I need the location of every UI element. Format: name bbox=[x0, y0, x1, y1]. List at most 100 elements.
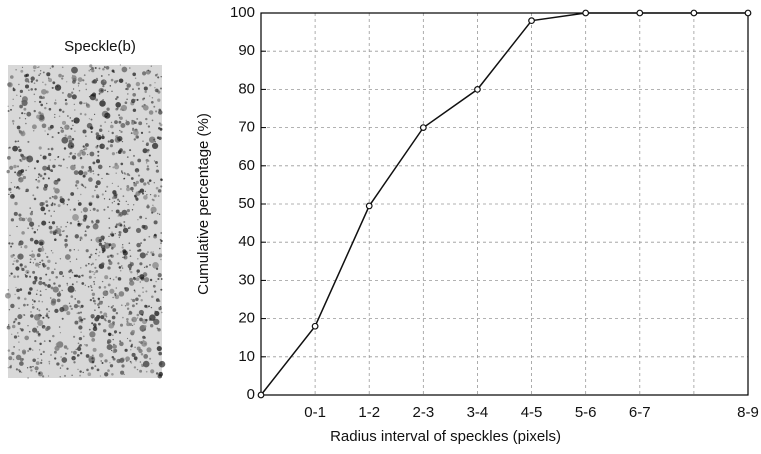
speckle-dot bbox=[17, 335, 20, 338]
speckle-dot bbox=[11, 119, 15, 123]
speckle-dot bbox=[95, 180, 101, 186]
x-tick-label: 3-4 bbox=[467, 404, 489, 421]
speckle-dot bbox=[90, 285, 92, 287]
speckle-dot bbox=[24, 78, 30, 83]
speckle-dot bbox=[30, 253, 36, 258]
speckle-dot bbox=[150, 100, 154, 104]
speckle-dot bbox=[84, 230, 87, 233]
speckle-dot bbox=[94, 365, 97, 368]
speckle-dot bbox=[94, 266, 97, 269]
speckle-dot bbox=[31, 227, 34, 230]
speckle-dot bbox=[146, 165, 149, 168]
speckle-dot bbox=[24, 265, 27, 269]
speckle-dot bbox=[143, 97, 146, 100]
speckle-dot bbox=[133, 356, 138, 361]
speckle-dot bbox=[111, 131, 114, 135]
speckle-dot bbox=[126, 209, 130, 213]
speckle-dot bbox=[94, 189, 96, 192]
speckle-dot bbox=[68, 249, 72, 252]
speckle-dot bbox=[67, 128, 69, 130]
speckle-dot bbox=[85, 135, 87, 137]
speckle-dot bbox=[28, 89, 30, 91]
speckle-dot bbox=[131, 119, 134, 122]
speckle-dot bbox=[29, 261, 32, 264]
speckle-dot bbox=[83, 214, 88, 219]
speckle-dot bbox=[98, 67, 101, 70]
speckle-dot bbox=[50, 215, 52, 217]
speckle-dot bbox=[15, 354, 22, 361]
speckle-dot bbox=[20, 328, 24, 332]
speckle-dot bbox=[147, 204, 149, 207]
speckle-dot bbox=[85, 83, 87, 86]
speckle-dot bbox=[141, 286, 144, 289]
speckle-dot bbox=[121, 172, 124, 174]
speckle-dot bbox=[115, 107, 119, 111]
speckle-dot bbox=[136, 313, 140, 317]
speckle-dot bbox=[111, 182, 114, 185]
speckle-dot bbox=[81, 282, 85, 285]
speckle-dot bbox=[33, 167, 36, 170]
speckle-dot bbox=[68, 139, 73, 144]
speckle-dot bbox=[53, 195, 58, 200]
speckle-dot bbox=[89, 298, 93, 302]
speckle-dot bbox=[139, 369, 143, 373]
speckle-dot bbox=[32, 65, 37, 70]
speckle-dot bbox=[59, 196, 63, 199]
speckle-dot bbox=[7, 289, 10, 291]
speckle-dot bbox=[112, 344, 117, 349]
speckle-dot bbox=[130, 177, 134, 180]
speckle-dot bbox=[29, 221, 35, 227]
speckle-dot bbox=[51, 136, 54, 139]
speckle-dot bbox=[18, 307, 20, 309]
speckle-dot bbox=[17, 296, 21, 300]
speckle-dot bbox=[147, 125, 151, 128]
x-tick-label: 0-1 bbox=[304, 404, 326, 421]
speckle-dot bbox=[109, 233, 112, 235]
speckle-dot bbox=[78, 325, 83, 330]
y-tick-label: 40 bbox=[238, 233, 255, 250]
speckle-dot bbox=[52, 164, 56, 168]
speckle-dot bbox=[118, 231, 121, 234]
speckle-dot bbox=[148, 136, 156, 143]
speckle-dot bbox=[7, 156, 11, 160]
speckle-dot bbox=[112, 334, 114, 336]
speckle-dot bbox=[62, 229, 65, 232]
speckle-dot bbox=[99, 124, 103, 128]
speckle-dot bbox=[90, 68, 92, 71]
speckle-dot bbox=[43, 172, 47, 176]
speckle-dot bbox=[130, 349, 132, 351]
speckle-dot bbox=[13, 186, 16, 188]
speckle-dot bbox=[111, 210, 113, 212]
speckle-dot bbox=[86, 104, 91, 108]
speckle-dot bbox=[120, 123, 126, 128]
speckle-dot bbox=[132, 298, 136, 303]
speckle-dot bbox=[81, 238, 83, 240]
speckle-dot bbox=[74, 298, 76, 300]
speckle-dot bbox=[151, 119, 154, 122]
speckle-dot bbox=[72, 124, 74, 127]
y-tick-label: 50 bbox=[238, 195, 255, 212]
speckle-dot bbox=[106, 341, 110, 345]
speckle-dot bbox=[71, 271, 74, 274]
speckle-dot bbox=[108, 235, 110, 237]
speckle-dot bbox=[153, 318, 160, 326]
speckle-dot bbox=[115, 209, 120, 214]
speckle-dot bbox=[60, 126, 62, 129]
speckle-dot bbox=[71, 68, 74, 71]
speckle-dot bbox=[151, 97, 154, 99]
speckle-dot bbox=[77, 220, 80, 223]
speckle-dot bbox=[50, 250, 53, 252]
speckle-dot bbox=[38, 240, 41, 242]
speckle-dot bbox=[49, 159, 51, 161]
speckle-dot bbox=[18, 148, 22, 153]
speckle-dot bbox=[15, 266, 20, 271]
speckle-dot bbox=[41, 246, 44, 248]
speckle-dot bbox=[58, 284, 61, 288]
speckle-dot bbox=[53, 210, 55, 212]
speckle-dot bbox=[61, 289, 63, 291]
speckle-dot bbox=[119, 108, 123, 111]
speckle-dot bbox=[36, 330, 40, 334]
speckle-dot bbox=[94, 223, 97, 226]
speckle-dot bbox=[37, 266, 40, 268]
speckle-dot bbox=[10, 218, 15, 222]
